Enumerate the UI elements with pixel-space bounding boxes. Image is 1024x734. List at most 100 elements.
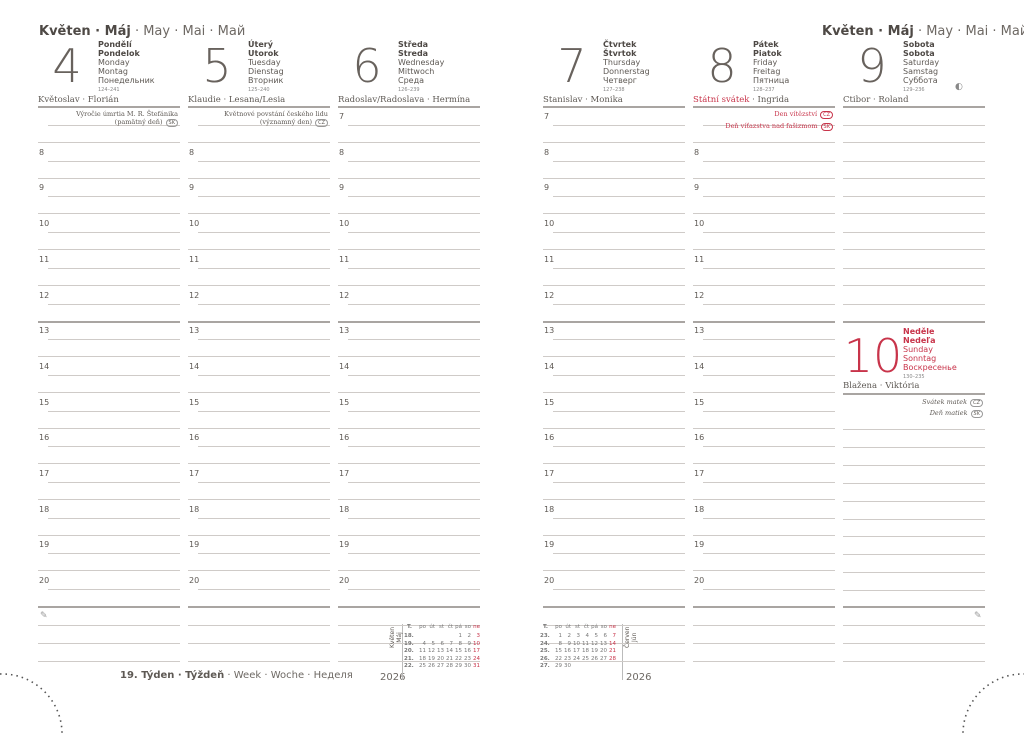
hour-label: 14 [189,361,200,371]
country-badge: SK [970,410,983,418]
half-hour-line [693,356,835,358]
event: Deň víťazstva nad fašizmom SK [725,122,833,131]
hour-line [703,553,835,555]
hour-label: 11 [339,254,350,264]
midday-rule [693,320,835,323]
hour-line [48,303,180,305]
calendar-cell: so [464,624,471,630]
day-number: 9 [857,39,887,93]
calendar-cell: 5 [431,640,436,647]
hour-line [198,232,330,234]
month-title-left: Květen · Máj · May · Mai · Май [39,24,246,39]
hour-label: 7 [339,112,345,121]
hour-label: 20 [694,576,705,586]
half-hour-line [843,249,985,251]
calendar-cell: 12 [428,648,435,654]
day-name: Úterý [248,40,273,49]
nameday-text: Stanislav · Monika [543,95,623,105]
day-name: Mittwoch [398,67,435,76]
calendar-cell: 27 [600,655,607,662]
hour-line [703,410,835,412]
hour-label: 9 [39,183,45,193]
half-hour-line [188,391,330,393]
half-hour-line [543,213,685,215]
half-hour-line [338,427,480,429]
holiday-label: Státní svátek [693,95,750,105]
nameday-text: Klaudie · Lesana/Lesia [188,95,286,105]
calendar-cell: 20 [600,648,607,654]
hour-label: 16 [339,433,350,443]
country-badge: SK [165,119,178,127]
midday-rule [338,320,480,323]
event-text: Deň víťazstva nad fašizmom [725,122,818,130]
day-name: Friday [753,58,778,67]
hour-line [703,196,835,198]
half-hour-line [338,177,480,179]
hour-line [48,232,180,234]
half-hour-line [38,177,180,179]
midday-rule [38,320,180,323]
half-hour-line [693,177,835,179]
day-names: Pátek Piatok Friday Freitag Пятница 128–237 [753,40,789,95]
month-label: Jún [631,632,638,642]
day-number: 4 [52,39,82,93]
note-line [843,518,985,520]
hour-label: 16 [544,433,555,443]
event-text: Svátek matek [922,398,968,406]
calendar-cell: 17 [573,648,580,654]
notes-line [338,643,480,644]
hour-label: 20 [544,576,555,586]
calendar-cell: 18 [419,655,426,662]
day-name: Thursday [603,58,641,67]
nameday: Ctibor · Roland [843,95,909,105]
hour-label: 8 [189,147,195,157]
month-label: Květen [389,626,396,648]
calendar-cell: T. [542,624,548,630]
hour-line [348,232,480,234]
calendar-cell: 24 [473,655,480,662]
calendar-cell: 8 [558,640,563,647]
nameday-text: · Ingrida [749,95,790,105]
hour-label: 14 [339,361,350,371]
hour-line [198,446,330,448]
hour-label: 11 [39,254,50,264]
half-hour-line [188,213,330,215]
hour-label: 15 [39,397,50,407]
calendar-cell: 5 [594,633,599,639]
hour-label: 12 [694,290,705,300]
calendar-cell: 1 [458,633,463,639]
notes-line [338,661,480,662]
calendar-cell: 12 [591,640,598,647]
half-hour-line [338,249,480,251]
hour-line [198,589,330,591]
calendar-cell: 8 [458,640,463,647]
calendar-cell: 27. [540,663,550,669]
day-name: Montag [98,67,128,76]
month-label: Máj [396,632,403,643]
day-number: 8 [707,39,737,93]
hour-label: 8 [339,147,345,157]
dotted-arc-decoration [0,673,63,734]
calendar-cell: 11 [419,648,426,654]
calendar-cell: 22 [455,655,462,662]
day-names: Neděle Nedeľa Sunday Sonntag Воскресенье 130–… [903,327,957,382]
hour-line [48,267,180,269]
calendar-cell: 20 [437,655,444,662]
calendar-cell: 25 [419,663,426,669]
notes-line [38,643,180,644]
half-hour-line [188,284,330,286]
hour-label: 18 [544,504,555,514]
calendar-cell: 19. [404,640,414,647]
hour-line [703,482,835,483]
day-name: Воскресенье [903,363,957,372]
hour-label: 18 [189,504,200,514]
day-count: 130–235 [903,374,925,380]
hour-line [553,303,685,305]
half-hour-line [338,356,480,358]
hour-line [48,196,180,198]
nameday: Státní svátek · Ingrida [693,95,789,105]
midday-rule [843,320,985,323]
country-badge: SK [820,123,833,131]
hour-label: 12 [339,290,350,300]
day-names: Středa Streda Wednesday Mittwoch Среда 126–23… [398,40,444,95]
